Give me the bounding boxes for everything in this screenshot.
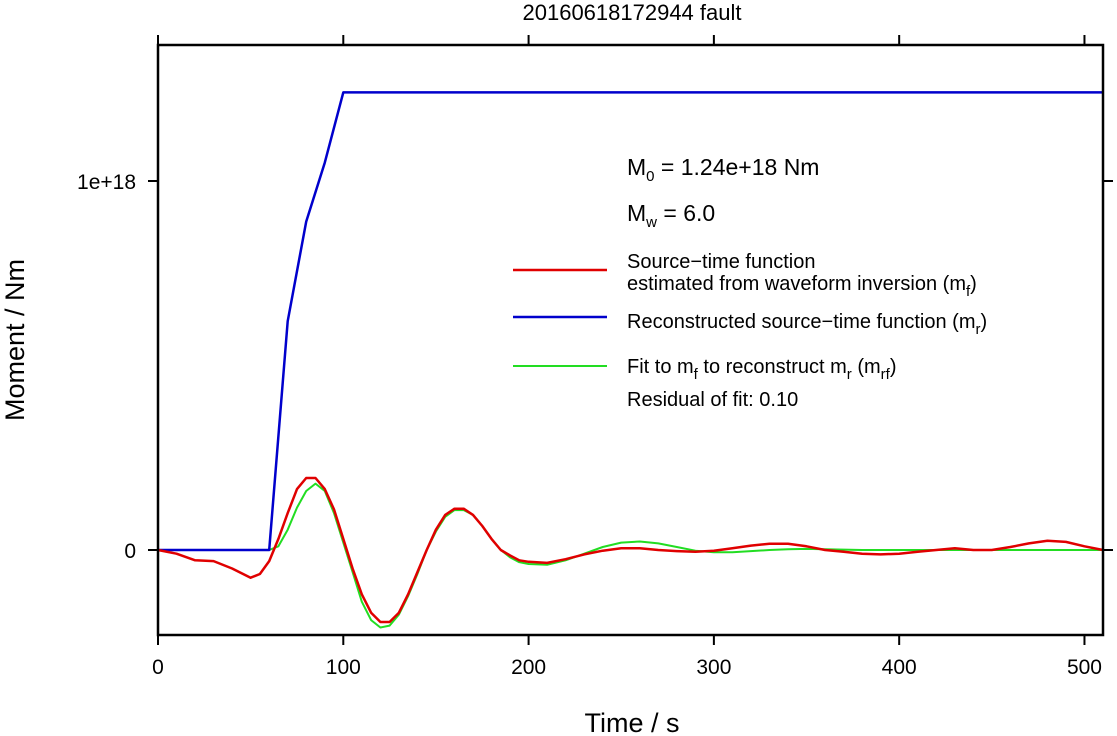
m0-value: = 1.24e+18 Nm bbox=[655, 154, 820, 180]
x-tick-label: 500 bbox=[1067, 656, 1102, 679]
legend-label-mr: Reconstructed source−time function (mr) bbox=[627, 311, 987, 338]
x-tick-label: 300 bbox=[696, 656, 731, 679]
x-tick-label: 200 bbox=[511, 656, 546, 679]
legend-label-mf: estimated from waveform inversion (mf) bbox=[627, 273, 977, 300]
series-line-mrf bbox=[158, 482, 1103, 629]
residual-text: Residual of fit: 0.10 bbox=[627, 389, 798, 411]
series-lines bbox=[157, 91, 1104, 629]
m0-subscript: 0 bbox=[646, 168, 654, 185]
mw-symbol: M bbox=[627, 200, 646, 226]
x-axis-title: Time / s bbox=[584, 708, 679, 736]
mw-annotation: Mw = 6.0 bbox=[627, 200, 715, 231]
m0-symbol: M bbox=[627, 154, 646, 180]
y-tick-label: 0 bbox=[124, 540, 136, 563]
y-tick-label: 1e+18 bbox=[77, 171, 136, 194]
series-line-mr bbox=[158, 91, 1103, 552]
y-axis-title: Moment / Nm bbox=[0, 259, 30, 421]
chart-title: 20160618172944 fault bbox=[523, 0, 742, 25]
y-axis-ticks: 0 1e+18 bbox=[77, 171, 1113, 563]
mw-value: = 6.0 bbox=[657, 200, 715, 226]
legend-label-mrf: Fit to mf to reconstruct mr (mrf) bbox=[627, 356, 897, 383]
mw-subscript: w bbox=[645, 214, 657, 231]
series-line-mf bbox=[157, 476, 1104, 624]
plot-frame bbox=[156, 43, 1105, 637]
legend-label-mf: Source−time function bbox=[627, 251, 815, 273]
x-tick-label: 400 bbox=[882, 656, 917, 679]
x-axis-ticks: 0 100 200 300 400 500 bbox=[152, 35, 1102, 679]
m0-annotation: M0 = 1.24e+18 Nm bbox=[627, 154, 819, 185]
x-tick-label: 100 bbox=[326, 656, 361, 679]
x-tick-label: 0 bbox=[152, 656, 164, 679]
